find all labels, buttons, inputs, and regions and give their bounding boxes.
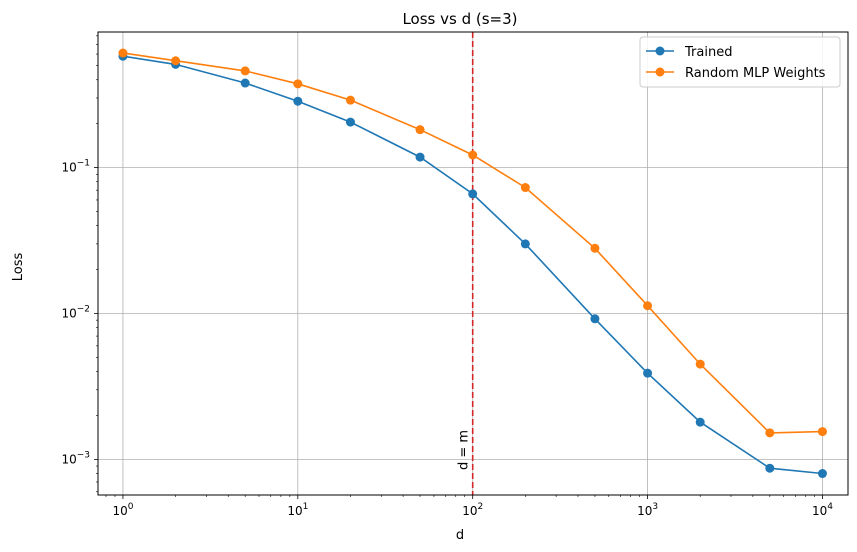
- data-point-trained: [240, 78, 250, 88]
- data-point-trained: [695, 417, 705, 427]
- data-point-trained: [643, 368, 653, 378]
- reference-line-label: d = m: [457, 430, 472, 470]
- data-point-random-mlp-weights: [695, 359, 705, 369]
- legend-marker-trained: [655, 46, 665, 56]
- data-point-trained: [590, 314, 600, 324]
- data-point-trained: [468, 189, 478, 199]
- data-point-random-mlp-weights: [817, 427, 827, 437]
- plot-frame: [97, 31, 849, 496]
- x-tick-label: 104: [812, 502, 833, 518]
- data-point-trained: [415, 152, 425, 162]
- x-axis-ticks: 100 101 102 103 104: [112, 495, 833, 518]
- data-point-trained: [520, 239, 530, 249]
- data-point-random-mlp-weights: [520, 183, 530, 193]
- y-tick-label: 10−2: [61, 304, 90, 320]
- legend-frame: [639, 36, 841, 88]
- data-point-random-mlp-weights: [118, 48, 128, 58]
- data-point-random-mlp-weights: [345, 95, 355, 105]
- data-point-random-mlp-weights: [590, 243, 600, 253]
- data-point-trained: [765, 463, 775, 473]
- y-axis-ticks: 10−3 10−2 10−1: [61, 159, 98, 466]
- reference-line-group: d = m: [457, 32, 474, 495]
- x-tick-label: 101: [287, 502, 308, 518]
- data-point-trained: [345, 117, 355, 127]
- series-group: [118, 48, 827, 479]
- data-point-random-mlp-weights: [415, 125, 425, 135]
- legend: Trained Random MLP Weights: [639, 36, 841, 88]
- data-point-random-mlp-weights: [171, 56, 181, 66]
- y-axis-label: Loss: [11, 253, 26, 282]
- data-point-trained: [293, 96, 303, 106]
- x-tick-label: 100: [112, 502, 133, 518]
- data-point-random-mlp-weights: [240, 66, 250, 76]
- legend-label-trained: Trained: [684, 45, 732, 60]
- data-point-random-mlp-weights: [468, 150, 478, 160]
- data-point-random-mlp-weights: [293, 79, 303, 89]
- legend-label-random: Random MLP Weights: [685, 66, 826, 81]
- x-tick-label: 103: [637, 502, 658, 518]
- x-axis-label: d: [456, 528, 464, 543]
- data-point-trained: [817, 469, 827, 479]
- legend-marker-random: [655, 67, 665, 77]
- y-tick-label: 10−1: [61, 159, 90, 175]
- y-tick-label: 10−3: [61, 450, 90, 466]
- chart-title: Loss vs d (s=3): [402, 10, 517, 28]
- x-tick-label: 102: [462, 502, 483, 518]
- data-point-random-mlp-weights: [643, 301, 653, 311]
- data-point-random-mlp-weights: [765, 428, 775, 438]
